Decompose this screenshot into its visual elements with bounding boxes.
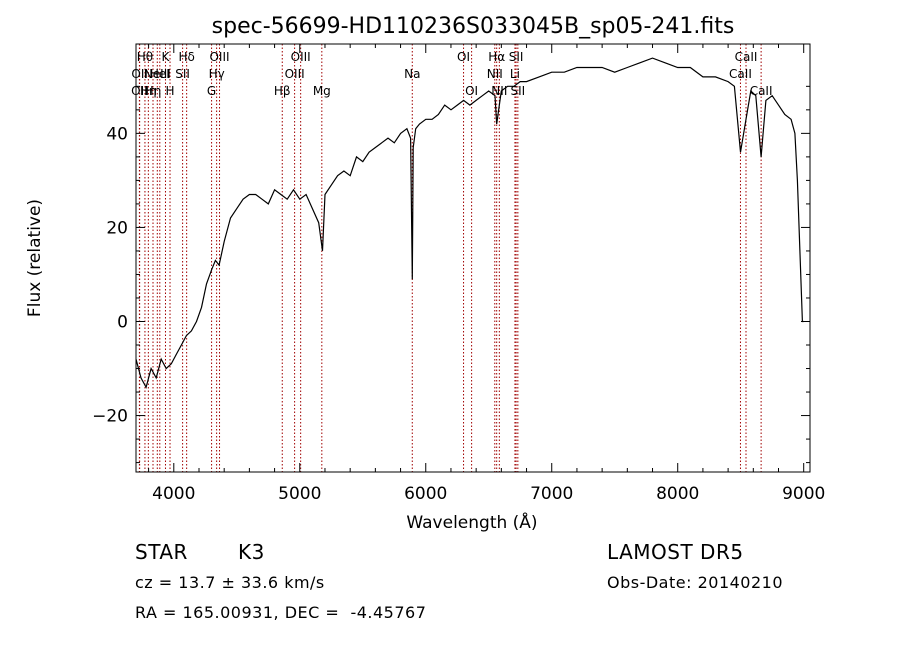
x-axis-label: Wavelength (Å) (406, 511, 537, 533)
object-class: STAR (135, 540, 188, 564)
survey-name: LAMOST DR5 (607, 540, 744, 564)
x-tick-label: 9000 (782, 484, 825, 504)
line-label: OI (457, 50, 470, 64)
line-label: NeIII (144, 67, 171, 81)
x-tick-label: 7000 (530, 484, 573, 504)
line-label: OI (465, 84, 478, 98)
line-label: CaII (735, 50, 758, 64)
y-axis-label: Flux (relative) (25, 199, 45, 317)
line-label: OIII (285, 67, 305, 81)
line-label: OIII (209, 50, 229, 64)
line-label: Li (510, 67, 520, 81)
line-label: NII (491, 84, 507, 98)
line-label: Hθ (137, 50, 153, 64)
coordinates: RA = 165.00931, DEC = -4.45767 (135, 603, 427, 622)
line-label: Hδ (178, 50, 194, 64)
emission-line-markers (138, 44, 762, 472)
x-tick-label: 8000 (656, 484, 699, 504)
line-label: Hη (145, 84, 162, 98)
line-label: CaII (750, 84, 773, 98)
redshift-velocity: cz = 13.7 ± 33.6 km/s (135, 573, 325, 592)
object-subclass: K3 (238, 540, 265, 564)
line-label: SII (510, 84, 525, 98)
x-tick-label: 6000 (404, 484, 447, 504)
y-tick-label: 20 (106, 218, 128, 238)
line-label: G (207, 84, 216, 98)
observation-date: Obs-Date: 20140210 (607, 573, 784, 592)
chart-title: spec-56699-HD110236S033045B_sp05-241.fit… (212, 14, 735, 39)
y-tick-label: 0 (117, 312, 128, 332)
line-label: CaII (729, 67, 752, 81)
line-label: OIII (291, 50, 311, 64)
line-label: Hη (140, 84, 157, 98)
line-label: Na (404, 67, 420, 81)
line-label: K (162, 50, 171, 64)
line-label: Hγ (209, 67, 225, 81)
x-tick-label: 4000 (152, 484, 195, 504)
line-label: OII (131, 84, 148, 98)
line-label: Hα (488, 50, 505, 64)
line-label: SII (175, 67, 190, 81)
axis-ticks: 4000 5000 6000 7000 8000 9000 −20 0 20 40 (92, 44, 825, 504)
plot-frame (135, 43, 811, 473)
line-label: HeI (150, 67, 170, 81)
x-tick-label: 5000 (278, 484, 321, 504)
line-label: NII (487, 67, 503, 81)
spectrum-line (135, 57, 804, 389)
line-label: H (165, 84, 174, 98)
spectrum-chart: spec-56699-HD110236S033045B_sp05-241.fit… (25, 14, 825, 533)
line-label: Hβ (274, 84, 291, 98)
y-tick-label: −20 (92, 407, 128, 427)
line-label: SII (509, 50, 524, 64)
y-tick-label: 40 (106, 124, 128, 144)
emission-line-labels: OIIOIIHθHηHηNeIIIHeIKHSIIHδGHγOIIIHβOIII… (131, 50, 772, 98)
line-label: Mg (313, 84, 331, 98)
